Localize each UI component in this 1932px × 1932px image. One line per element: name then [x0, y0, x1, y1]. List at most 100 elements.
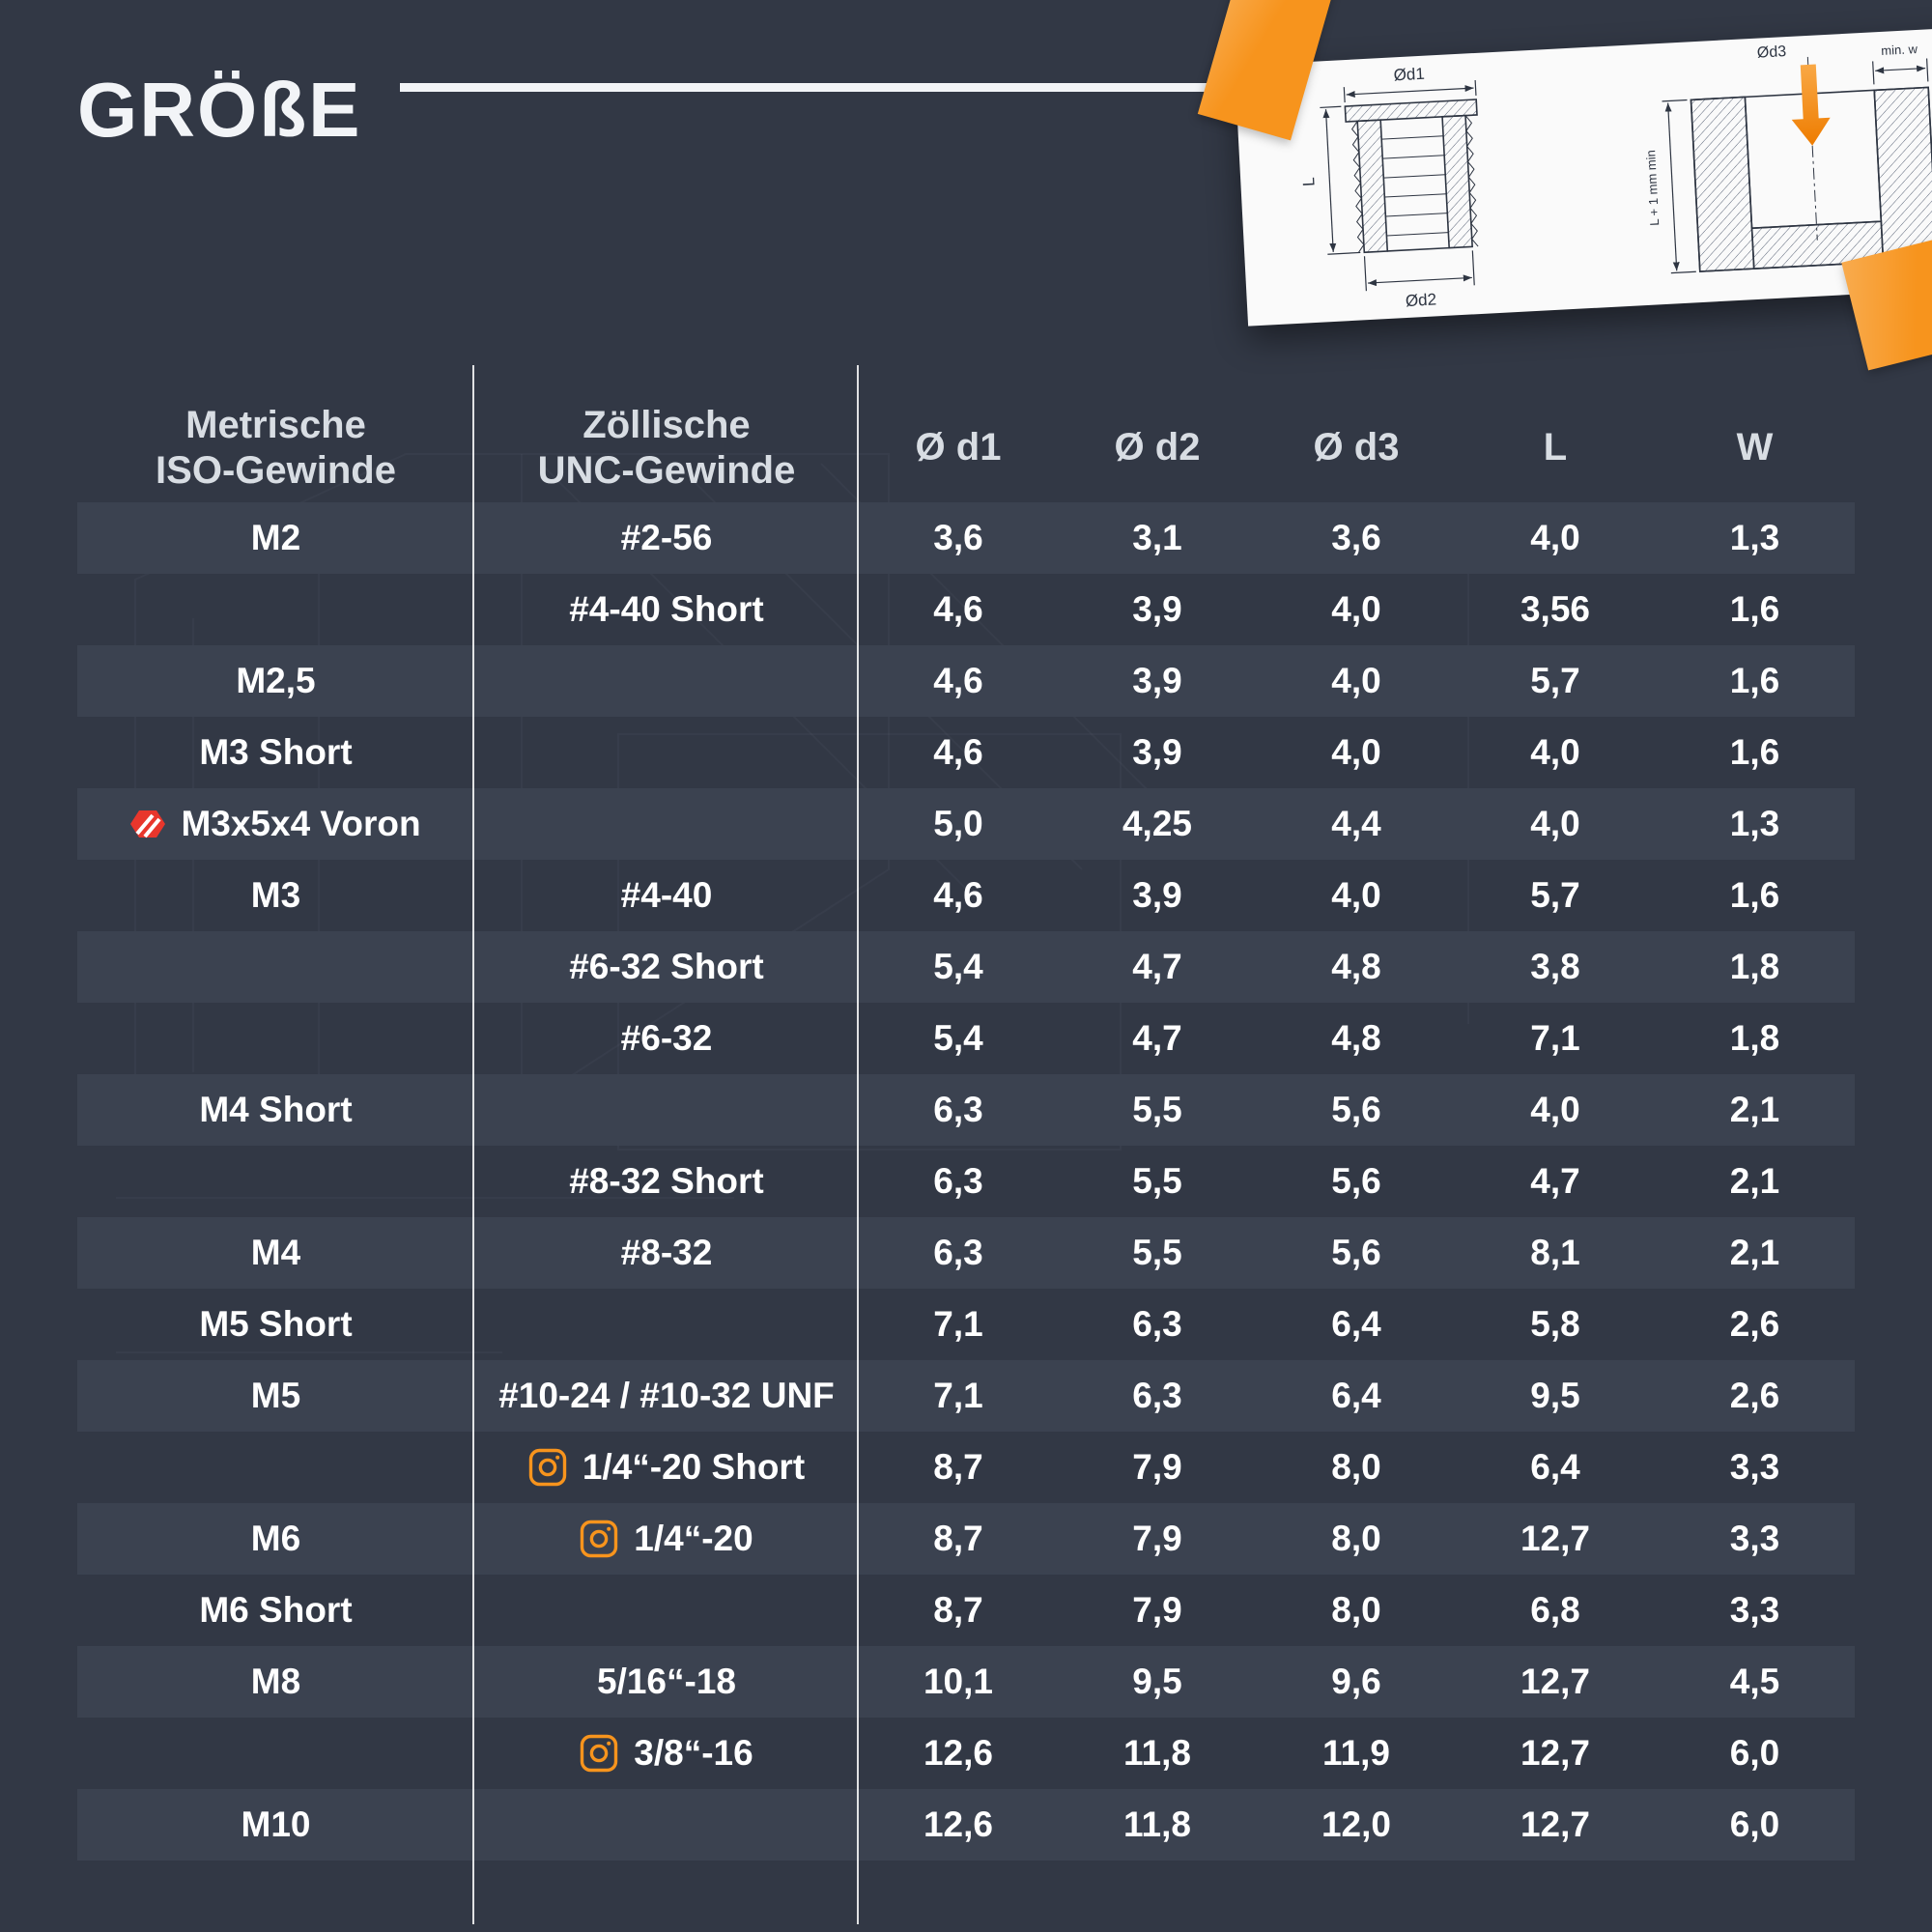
d1-value: 7,1 [933, 1304, 983, 1344]
unc-thread-cell: 1/4“-20 Short [474, 1447, 859, 1488]
header-line: L [1543, 426, 1568, 469]
metric-thread-label: M6 Short [199, 1590, 353, 1630]
wall-value: 6,0 [1729, 1733, 1780, 1773]
wall-value: 1,8 [1729, 947, 1780, 986]
table-row: M3 Short 4,6 3,9 4,0 4,0 1,6 [77, 717, 1855, 788]
wall-value: 1,6 [1729, 589, 1780, 629]
metric-thread-label: M5 Short [199, 1304, 353, 1344]
d3-value: 4,8 [1331, 1018, 1381, 1058]
technical-drawing-paper: Ød1 Ød2 L Ød3 min. w L + 1 mm min [1235, 24, 1932, 327]
metric-thread-cell: M2 [77, 518, 474, 558]
metric-thread-cell: M4 [77, 1233, 474, 1273]
length-value: 5,8 [1530, 1304, 1580, 1344]
metric-thread-cell: M3 Short [77, 732, 474, 773]
header-d3: Ø d3 [1257, 425, 1456, 470]
table-rows: M2 #2-56 3,6 3,1 3,6 4,0 1,3 #4-40 Short… [77, 502, 1855, 1861]
page-title: GRÖßE [77, 67, 362, 153]
table-row: M2 #2-56 3,6 3,1 3,6 4,0 1,3 [77, 502, 1855, 574]
length-value: 4,0 [1530, 1090, 1580, 1129]
d2-value: 7,9 [1132, 1519, 1182, 1558]
camera-icon [581, 1520, 618, 1558]
metric-thread-label: M3 [250, 875, 301, 915]
metric-thread-label: M2 [250, 518, 301, 557]
camera-icon [528, 1448, 567, 1487]
unc-thread-cell: #4-40 [474, 875, 859, 916]
length-value: 3,56 [1520, 589, 1590, 629]
d3-value: 8,0 [1331, 1590, 1381, 1630]
table-row: M6 1/4“-20 8,7 7,9 8,0 12,7 3,3 [77, 1503, 1855, 1575]
column-divider [472, 365, 474, 1924]
d3-value: 12,0 [1321, 1804, 1391, 1844]
wall-value: 2,6 [1729, 1304, 1780, 1344]
length-value: 9,5 [1530, 1376, 1580, 1415]
wall-value: 3,3 [1729, 1519, 1780, 1558]
unc-thread-label: 1/4“-20 Short [582, 1447, 806, 1487]
metric-thread-cell: M3 [77, 875, 474, 916]
d1-value: 12,6 [923, 1733, 993, 1773]
unc-thread-cell: 3/8“-16 [474, 1733, 859, 1774]
d3-value: 8,0 [1331, 1519, 1381, 1558]
d3-value: 4,0 [1331, 661, 1381, 700]
d3-dimension-label: Ød3 [1757, 43, 1787, 62]
unc-thread-label: #10-24 / #10-32 UNF [498, 1376, 835, 1415]
unc-thread-label: 1/4“-20 [634, 1519, 753, 1558]
wall-value: 2,1 [1729, 1233, 1780, 1272]
column-divider [857, 365, 859, 1924]
table-row: M4 Short 6,3 5,5 5,6 4,0 2,1 [77, 1074, 1855, 1146]
table-row: M5 Short 7,1 6,3 6,4 5,8 2,6 [77, 1289, 1855, 1360]
d3-value: 4,8 [1331, 947, 1381, 986]
metric-thread-cell: M4 Short [77, 1090, 474, 1130]
d2-value: 3,9 [1132, 732, 1182, 772]
length-value: 3,8 [1530, 947, 1580, 986]
length-value: 8,1 [1530, 1233, 1580, 1272]
length-value: 4,0 [1530, 804, 1580, 843]
table-row: 3/8“-16 12,6 11,8 11,9 12,7 6,0 [77, 1718, 1855, 1789]
d1-value: 6,3 [933, 1233, 983, 1272]
metric-thread-label: M5 [250, 1376, 301, 1415]
table-row: M2,5 4,6 3,9 4,0 5,7 1,6 [77, 645, 1855, 717]
d2-value: 6,3 [1132, 1304, 1182, 1344]
length-value: 12,7 [1520, 1662, 1590, 1701]
metric-thread-label: M4 [250, 1233, 301, 1272]
length-value: 5,7 [1530, 875, 1580, 915]
header-wall: W [1655, 425, 1855, 470]
d2-value: 7,9 [1132, 1590, 1182, 1630]
metric-thread-label: M6 [250, 1519, 301, 1558]
d2-value: 4,7 [1132, 1018, 1182, 1058]
wall-value: 6,0 [1729, 1804, 1780, 1844]
table-row: M5 #10-24 / #10-32 UNF 7,1 6,3 6,4 9,5 2… [77, 1360, 1855, 1432]
header-length: L [1456, 425, 1655, 470]
d3-value: 4,4 [1331, 804, 1381, 843]
unc-thread-label: #8-32 [620, 1233, 713, 1272]
d3-value: 6,4 [1331, 1376, 1381, 1415]
d1-value: 4,6 [933, 875, 983, 915]
table-row: #6-32 Short 5,4 4,7 4,8 3,8 1,8 [77, 931, 1855, 1003]
wall-value: 1,6 [1729, 875, 1780, 915]
unc-thread-cell: #10-24 / #10-32 UNF [474, 1376, 859, 1416]
d1-dimension-label: Ød1 [1393, 65, 1425, 85]
d2-value: 4,25 [1122, 804, 1192, 843]
unc-thread-label: 3/8“-16 [634, 1733, 753, 1773]
d1-value: 12,6 [923, 1804, 993, 1844]
metric-thread-label: M10 [241, 1804, 311, 1844]
unc-thread-label: #2-56 [620, 518, 713, 557]
plastic-part-drawing [1690, 86, 1932, 272]
unc-thread-cell: #8-32 Short [474, 1161, 859, 1202]
wall-value: 1,8 [1729, 1018, 1780, 1058]
length-value: 4,0 [1530, 518, 1580, 557]
length-value: 4,7 [1530, 1161, 1580, 1201]
header-line: Zöllische [582, 403, 751, 446]
wall-value: 1,3 [1729, 518, 1780, 557]
min-wall-label: min. w [1881, 42, 1918, 58]
d3-value: 8,0 [1331, 1447, 1381, 1487]
d2-value: 9,5 [1132, 1662, 1182, 1701]
unc-thread-label: #6-32 Short [569, 947, 764, 986]
metric-thread-label: M4 Short [199, 1090, 353, 1129]
metric-thread-cell: M8 [77, 1662, 474, 1702]
unc-thread-cell: #4-40 Short [474, 589, 859, 630]
table-row: #6-32 5,4 4,7 4,8 7,1 1,8 [77, 1003, 1855, 1074]
unc-thread-label: #8-32 Short [569, 1161, 764, 1201]
d2-value: 11,8 [1123, 1733, 1191, 1773]
metric-thread-cell: M6 [77, 1519, 474, 1559]
unc-thread-cell: #2-56 [474, 518, 859, 558]
